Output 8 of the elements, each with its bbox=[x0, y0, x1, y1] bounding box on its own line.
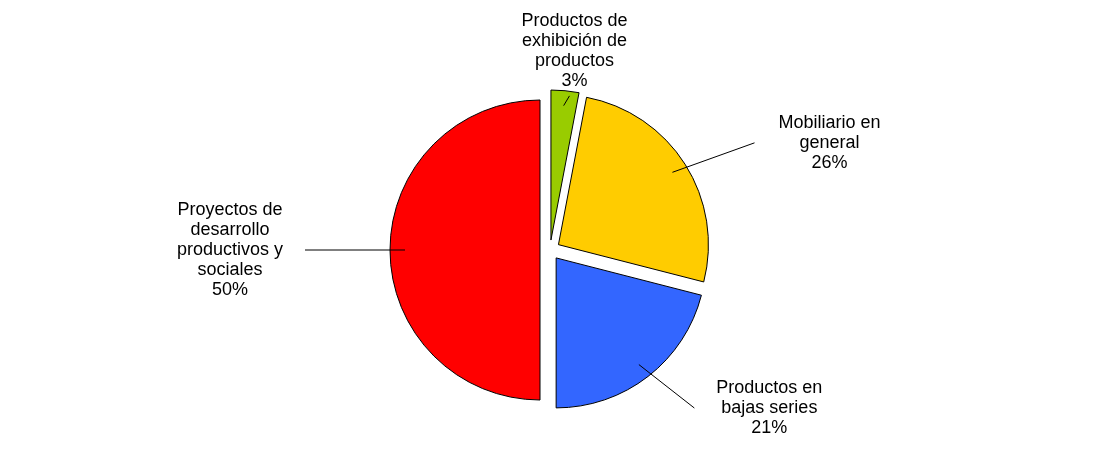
data-label: 50% bbox=[211, 279, 249, 299]
data-label: 21% bbox=[751, 417, 788, 438]
slice-label: Proyectos de desarrollo productivos y sociales bbox=[176, 199, 284, 279]
slice-label: Productos en bajas series bbox=[716, 377, 823, 418]
slice-label: Mobiliario en general bbox=[778, 111, 881, 152]
data-label: 3% bbox=[561, 69, 588, 90]
data-label: 26% bbox=[811, 151, 848, 172]
slice-label: Productos de exhibición de productos bbox=[521, 9, 628, 70]
